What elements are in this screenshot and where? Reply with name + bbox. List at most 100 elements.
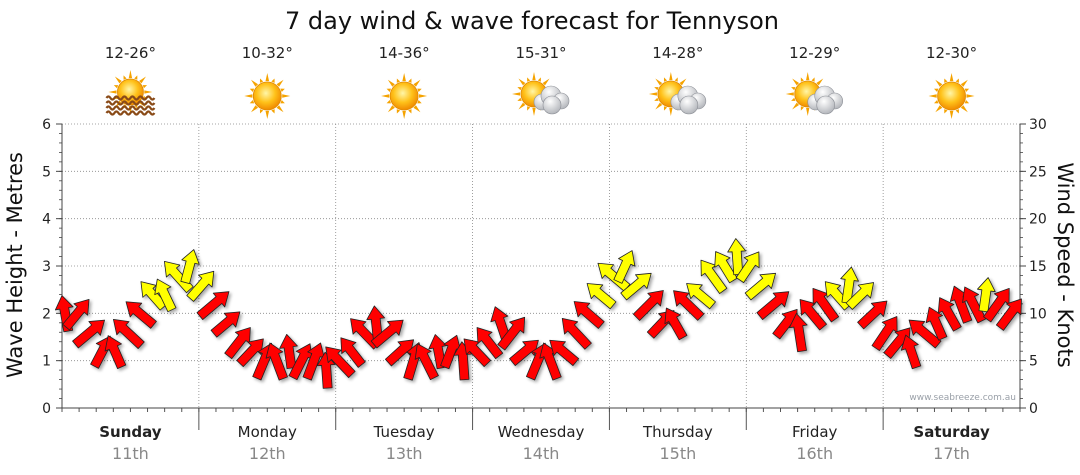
- sun-cloud-icon: [785, 72, 844, 116]
- sun-ray: [518, 102, 526, 110]
- sun-ray: [386, 88, 392, 92]
- sun-ray: [663, 77, 668, 82]
- sun-ray: [512, 92, 521, 96]
- wind-arrow: [140, 281, 168, 311]
- sun-ray: [259, 78, 264, 83]
- wind-arrow: [497, 316, 526, 351]
- sun-ray: [386, 100, 392, 104]
- sun-ray: [251, 105, 259, 113]
- wind-arrow: [845, 282, 875, 310]
- sun-ray: [419, 94, 428, 98]
- date-label: 12th: [249, 444, 286, 463]
- sun-ray: [964, 88, 970, 92]
- sun-ray: [142, 85, 148, 89]
- sun-ray: [966, 94, 975, 98]
- wind-arrow: [756, 291, 790, 320]
- sun-ray: [408, 109, 412, 114]
- weather-row: 12-26° 10-32° 14-36° 15-31° 14-28° 12-29° 12-3…: [105, 44, 977, 119]
- day-label: Friday: [792, 423, 838, 441]
- wind-arrow: [549, 339, 580, 366]
- sun-ray: [265, 73, 270, 82]
- wind-arrow: [937, 297, 962, 332]
- wind-arrow: [476, 327, 504, 360]
- day-label: Tuesday: [373, 423, 435, 441]
- wind-arrow: [573, 301, 605, 329]
- sun-ray: [791, 87, 796, 91]
- left-tick-label: 4: [42, 212, 51, 228]
- wind-arrow: [664, 307, 688, 341]
- wind-arrow: [62, 299, 90, 331]
- wind-arrow: [788, 313, 808, 353]
- wind-arrow: [857, 300, 888, 330]
- sun-ray: [674, 77, 678, 82]
- sun-ray: [527, 106, 531, 111]
- sun-ray: [669, 72, 673, 81]
- sun-ray: [964, 100, 970, 104]
- wind-arrow: [613, 250, 636, 284]
- sun-icon: [928, 73, 975, 119]
- sun-ray: [532, 72, 536, 81]
- date-label: 14th: [523, 444, 560, 463]
- sun-disc: [389, 81, 419, 111]
- sun-ray: [791, 97, 796, 101]
- wind-arrow: [620, 272, 652, 301]
- sun-ray: [960, 79, 968, 87]
- sun-ray: [139, 76, 146, 84]
- right-tick-label: 10: [1029, 306, 1047, 322]
- sun-cloud-icon: [512, 72, 570, 116]
- date-label: 13th: [386, 444, 423, 463]
- sun-ray: [800, 106, 804, 111]
- wind-arrow: [316, 351, 336, 389]
- sun-ray: [960, 105, 968, 113]
- cloud-puff: [816, 95, 836, 115]
- sun-ray: [417, 100, 422, 104]
- sun-ray: [249, 88, 255, 92]
- left-tick-label: 1: [42, 354, 51, 370]
- haze-lines: [105, 95, 156, 116]
- left-tick-label: 0: [42, 401, 51, 417]
- wind-arrow: [428, 334, 447, 370]
- sun-ray: [811, 77, 815, 82]
- temperature-label: 10-32°: [242, 44, 293, 62]
- haze-line: [105, 100, 156, 106]
- wind-arrow: [72, 319, 105, 349]
- wind-arrow: [962, 286, 987, 324]
- sun-ray: [249, 100, 255, 104]
- wind-arrow: [900, 334, 922, 370]
- right-axis-label: Wind Speed - Knots: [1053, 162, 1077, 367]
- day-label: Monday: [238, 423, 297, 441]
- sun-ray: [935, 79, 943, 87]
- sun-ray: [396, 109, 401, 114]
- haze-line: [105, 105, 156, 111]
- date-label: 11th: [112, 444, 149, 463]
- sun-ray: [537, 77, 541, 82]
- sun-ray: [387, 105, 395, 113]
- wind-arrow: [632, 290, 664, 321]
- sun-ray: [128, 70, 133, 79]
- credit-text: www.seabreeze.com.au: [909, 393, 1016, 403]
- sun-ray: [934, 88, 939, 92]
- cloud-shape: [670, 85, 707, 115]
- sun-ray: [955, 78, 959, 83]
- wind-arrow: [925, 306, 948, 341]
- cloud-shape: [807, 85, 844, 115]
- right-tick-label: 15: [1029, 259, 1047, 275]
- temperature-label: 12-30°: [926, 44, 977, 62]
- sun-ray: [955, 109, 959, 114]
- sun-ray: [792, 78, 800, 86]
- wind-arrow: [180, 249, 200, 284]
- wind-arrow: [977, 277, 996, 313]
- sun-ray: [381, 94, 390, 98]
- temperature-label: 14-36°: [379, 44, 430, 62]
- right-tick-label: 25: [1029, 164, 1047, 180]
- wind-arrow: [125, 301, 157, 329]
- sun-ray: [542, 78, 550, 86]
- sun-ray: [387, 79, 395, 87]
- temperature-label: 14-28°: [652, 44, 703, 62]
- sun-ray: [928, 94, 937, 98]
- wind-arrow: [673, 290, 705, 321]
- sun-ray: [408, 78, 412, 83]
- right-tick-label: 20: [1029, 212, 1047, 228]
- cloud-puff: [542, 95, 562, 115]
